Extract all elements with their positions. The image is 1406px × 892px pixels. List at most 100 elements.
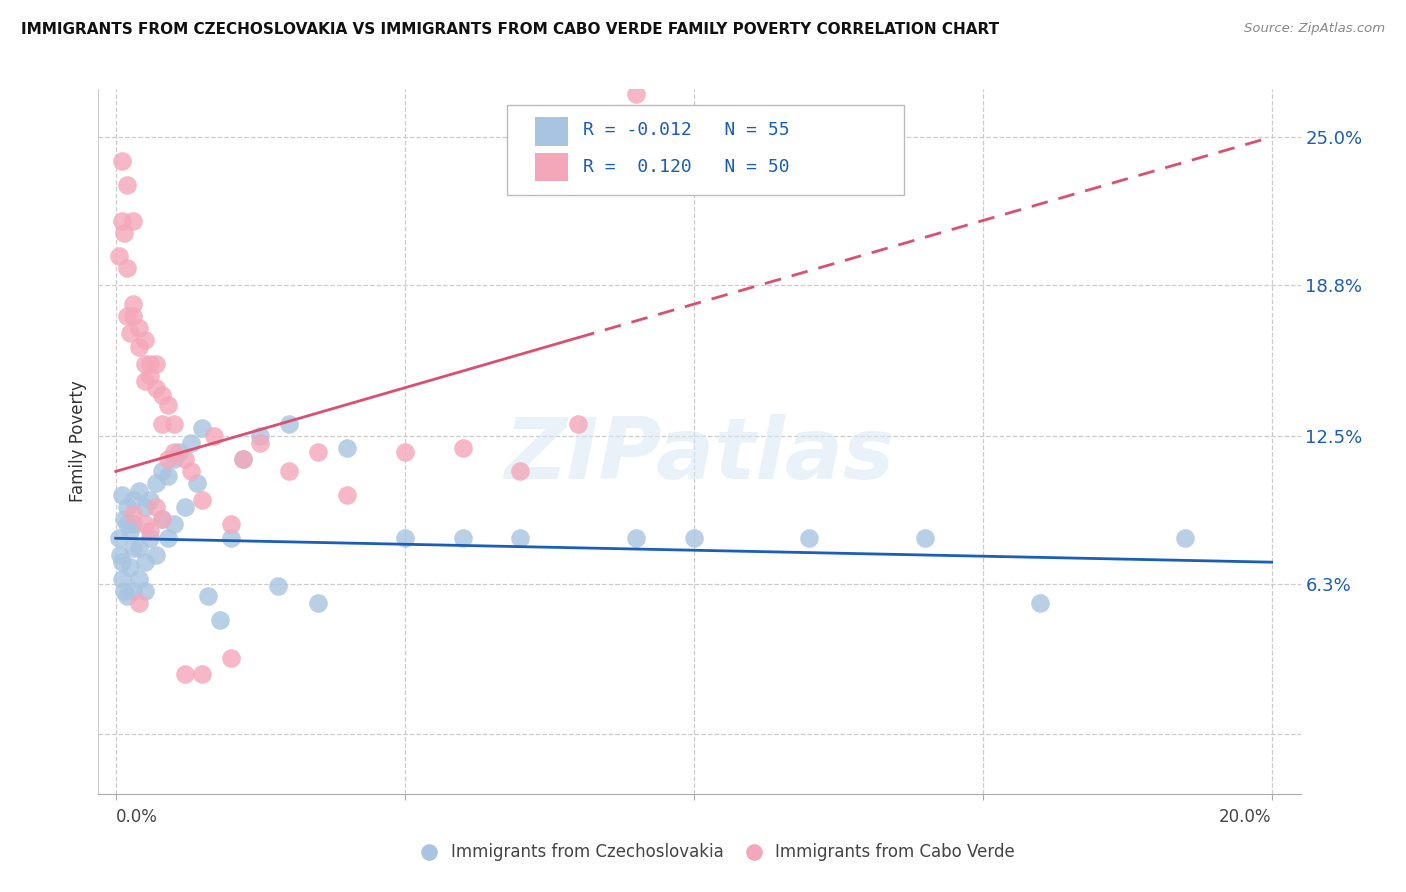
Point	[107, 531, 129, 545]
Point	[145, 381, 167, 395]
Point	[110, 572, 132, 586]
Point	[162, 452, 184, 467]
Point	[394, 445, 416, 459]
Point	[139, 368, 162, 383]
Point	[191, 667, 214, 681]
Point	[117, 500, 139, 515]
Point	[567, 417, 589, 431]
Point	[120, 560, 142, 574]
Point	[1029, 596, 1052, 610]
Point	[122, 493, 145, 508]
Point	[110, 153, 132, 168]
Point	[156, 397, 179, 411]
Point	[134, 374, 156, 388]
Point	[117, 309, 139, 323]
Point	[624, 531, 647, 545]
Point	[799, 531, 821, 545]
FancyBboxPatch shape	[508, 104, 904, 194]
Point	[202, 428, 225, 442]
Point	[624, 87, 647, 101]
Point	[914, 531, 936, 545]
Point	[278, 464, 301, 478]
Point	[117, 261, 139, 276]
Point	[509, 531, 531, 545]
Text: 20.0%: 20.0%	[1219, 808, 1271, 826]
Point	[122, 309, 145, 323]
Point	[120, 524, 142, 538]
Point	[134, 500, 156, 515]
Point	[112, 583, 135, 598]
Point	[221, 650, 243, 665]
Point	[145, 357, 167, 371]
Point	[139, 531, 162, 545]
Point	[122, 541, 145, 555]
Point	[128, 340, 150, 354]
Point	[249, 435, 271, 450]
Point	[150, 512, 173, 526]
Point	[509, 464, 531, 478]
Point	[1174, 531, 1197, 545]
Point	[180, 464, 202, 478]
Point	[266, 579, 288, 593]
Point	[278, 417, 301, 431]
Point	[156, 469, 179, 483]
Point	[180, 435, 202, 450]
Point	[134, 583, 156, 598]
Point	[128, 483, 150, 498]
Point	[117, 178, 139, 192]
Point	[110, 555, 132, 569]
Point	[197, 589, 219, 603]
Point	[221, 516, 243, 531]
Point	[117, 516, 139, 531]
Point	[682, 531, 704, 545]
Point	[336, 441, 359, 455]
Point	[232, 452, 254, 467]
Point	[139, 493, 162, 508]
Point	[128, 572, 150, 586]
Point	[128, 596, 150, 610]
Point	[174, 452, 197, 467]
Point	[122, 516, 145, 531]
Text: IMMIGRANTS FROM CZECHOSLOVAKIA VS IMMIGRANTS FROM CABO VERDE FAMILY POVERTY CORR: IMMIGRANTS FROM CZECHOSLOVAKIA VS IMMIGR…	[21, 22, 1000, 37]
Text: R =  0.120   N = 50: R = 0.120 N = 50	[583, 158, 790, 176]
Point	[145, 500, 167, 515]
Point	[208, 613, 231, 627]
Point	[307, 445, 329, 459]
Point	[174, 667, 197, 681]
Point	[186, 476, 208, 491]
Point	[107, 249, 129, 263]
Point	[169, 445, 191, 459]
Point	[117, 589, 139, 603]
Point	[122, 508, 145, 522]
Point	[336, 488, 359, 502]
Point	[134, 555, 156, 569]
Text: ZIPatlas: ZIPatlas	[505, 414, 894, 497]
Point	[122, 213, 145, 227]
Point	[232, 452, 254, 467]
Point	[110, 213, 132, 227]
Point	[191, 493, 214, 508]
Point	[145, 476, 167, 491]
Point	[120, 326, 142, 340]
Point	[112, 512, 135, 526]
Point	[394, 531, 416, 545]
Point	[307, 596, 329, 610]
Point	[128, 541, 150, 555]
Point	[162, 445, 184, 459]
Point	[145, 548, 167, 562]
Text: 0.0%: 0.0%	[115, 808, 157, 826]
Point	[451, 441, 474, 455]
Y-axis label: Family Poverty: Family Poverty	[69, 381, 87, 502]
Point	[134, 333, 156, 347]
Point	[139, 357, 162, 371]
Point	[122, 297, 145, 311]
Point	[249, 428, 271, 442]
Point	[112, 226, 135, 240]
Point	[128, 321, 150, 335]
Point	[150, 388, 173, 402]
Point	[162, 417, 184, 431]
Point	[156, 531, 179, 545]
Point	[451, 531, 474, 545]
Point	[110, 488, 132, 502]
Text: R = -0.012   N = 55: R = -0.012 N = 55	[583, 121, 790, 139]
